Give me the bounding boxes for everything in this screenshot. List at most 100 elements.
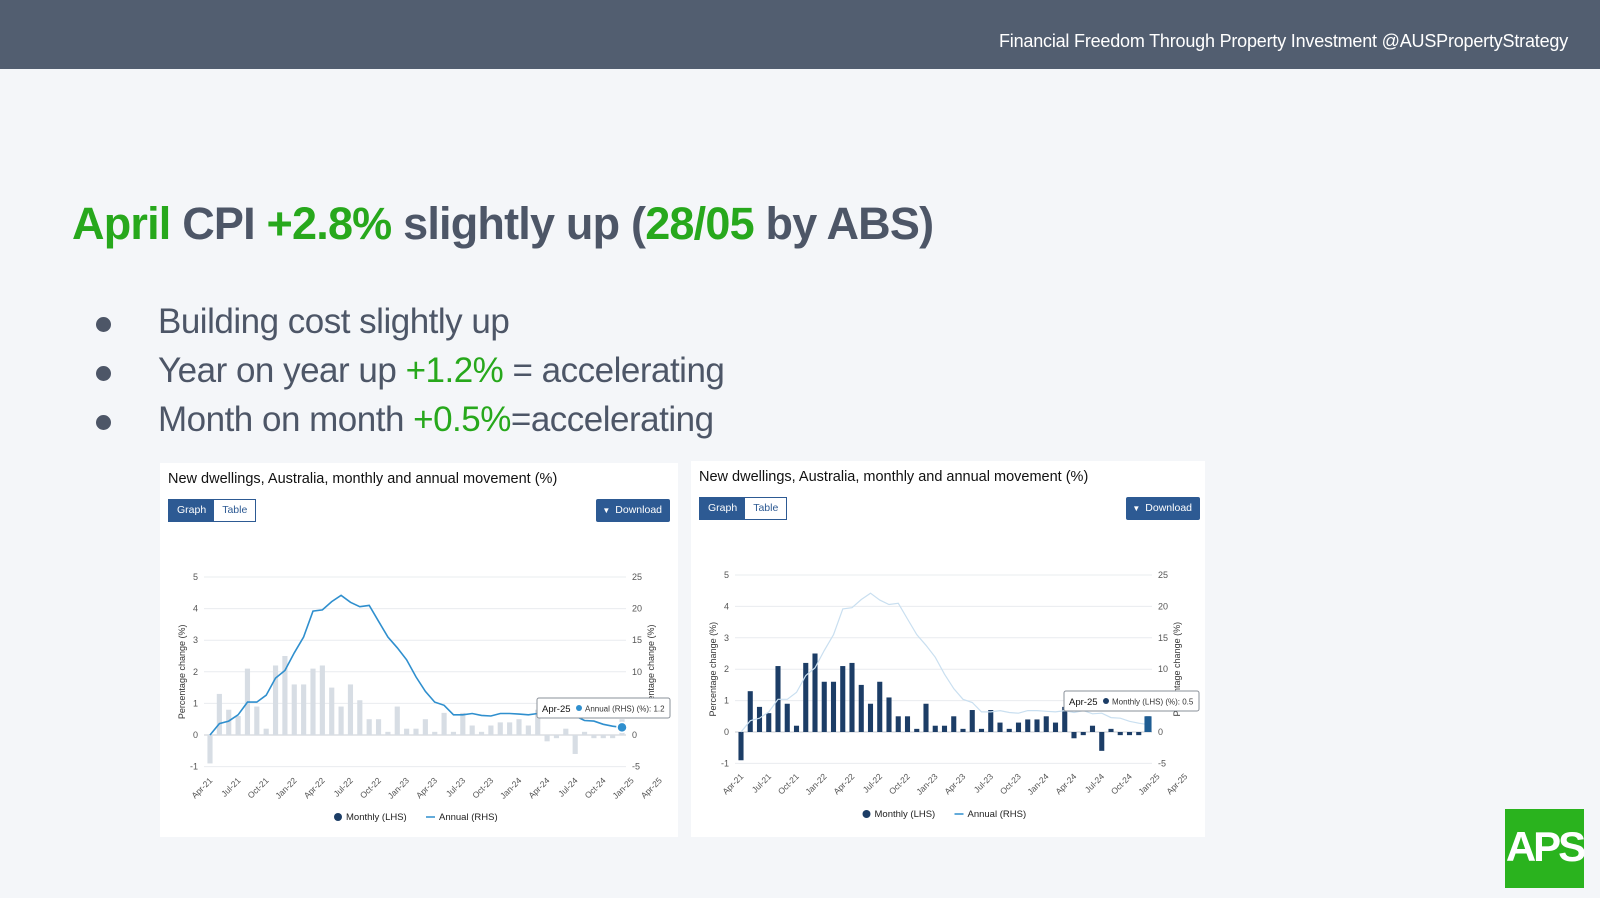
monthly-bar (1034, 719, 1040, 732)
x-tick-label: Apr-21 (720, 771, 745, 796)
x-tick-label: Apr-24 (526, 775, 551, 800)
headline-part: +2.8% (266, 198, 393, 249)
monthly-bar (951, 716, 957, 732)
tooltip-dot-icon (1103, 698, 1109, 704)
tab-graph[interactable]: Graph (169, 500, 215, 521)
monthly-bar (784, 703, 790, 732)
x-tick-label: Jan-25 (1136, 771, 1162, 797)
x-tick-label: Jul-24 (1083, 771, 1107, 795)
monthly-bar (830, 681, 837, 732)
y2-tick-label: 10 (632, 667, 642, 677)
monthly-bar (272, 665, 279, 735)
chart-monthly: -1-50015210315420525Percentage change (%… (708, 570, 1200, 820)
y2-tick-label: 0 (632, 730, 637, 740)
x-tick-label: Jul-21 (750, 771, 774, 795)
monthly-bar (923, 703, 929, 732)
x-tick-label: Oct-22 (358, 775, 383, 800)
x-tick-label: Apr-22 (831, 771, 856, 796)
chart-title: New dwellings, Australia, monthly and an… (699, 469, 1089, 485)
x-tick-label: Jan-24 (498, 775, 524, 801)
x-tick-label: Oct-24 (583, 775, 608, 800)
legend-monthly-icon (862, 810, 871, 818)
headline-part: slightly up ( (391, 198, 646, 249)
bullet-part: = accelerating (503, 351, 725, 390)
chevron-down-icon: ▼ (602, 506, 611, 515)
monthly-bar (988, 710, 994, 732)
download-button[interactable]: ▼ Download (1126, 497, 1200, 520)
legend-monthly-icon (334, 813, 342, 821)
tooltip-dot-icon (576, 705, 582, 711)
monthly-bar (914, 728, 920, 732)
tooltip-series: Annual (RHS) (%): 1.2 (585, 705, 665, 714)
y2-tick-label: 25 (632, 572, 642, 582)
aps-logo: APS (1505, 809, 1586, 888)
x-tick-label: Apr-22 (302, 775, 327, 800)
monthly-bar (422, 719, 428, 735)
y-tick-label: 4 (193, 604, 198, 614)
y-tick-label: 3 (724, 633, 729, 643)
x-tick-label: Apr-25 (639, 775, 664, 800)
headline-part: 28/05 (645, 198, 754, 249)
monthly-bar (1136, 732, 1142, 736)
monthly-bar (291, 684, 297, 735)
y-axis-label: Percentage change (%) (708, 622, 718, 717)
y2-axis-label: Percentage change (%) (646, 625, 656, 720)
view-toggle: Graph Table (699, 497, 788, 520)
y2-axis-label: Percentage change (%) (1172, 622, 1182, 717)
tab-table[interactable]: Table (745, 498, 787, 519)
x-tick-label: Apr-24 (1053, 771, 1078, 796)
y-tick-label: 2 (724, 664, 729, 674)
monthly-bar (488, 725, 494, 735)
monthly-bar (329, 687, 335, 735)
y-tick-label: 0 (193, 730, 198, 740)
x-tick-label: Apr-23 (942, 771, 967, 796)
monthly-bar (516, 719, 522, 735)
tooltip-value: 1.2 (653, 705, 665, 714)
x-tick-label: Oct-24 (1109, 771, 1134, 796)
monthly-bar (895, 716, 901, 732)
monthly-bar (338, 706, 344, 735)
x-tick-label: Jul-22 (861, 771, 885, 795)
y-axis-label: Percentage change (%) (177, 625, 187, 720)
bullet-dot-icon (96, 366, 111, 381)
y-tick-label: 4 (724, 601, 729, 611)
monthly-bar (812, 653, 818, 732)
monthly-bar (235, 716, 241, 735)
monthly-bar (207, 735, 213, 764)
monthly-bar (858, 684, 864, 732)
y2-tick-label: 0 (1158, 727, 1163, 737)
monthly-bar (525, 725, 531, 735)
monthly-bar (563, 728, 569, 735)
monthly-bar (478, 731, 485, 735)
monthly-bar (1015, 722, 1022, 732)
header-bar: Financial Freedom Through Property Inves… (0, 0, 1600, 69)
monthly-bar (1025, 719, 1031, 732)
x-tick-label: Jan-25 (610, 775, 636, 801)
bullet-part: Month on month (158, 400, 414, 439)
monthly-bar (375, 719, 382, 735)
x-tick-label: Jul-24 (556, 775, 580, 799)
monthly-bar (282, 656, 288, 735)
y-tick-label: 0 (724, 727, 729, 737)
headline-part: April (72, 198, 171, 249)
monthly-bar (960, 728, 966, 732)
download-button[interactable]: ▼ Download (596, 499, 670, 522)
monthly-bar-highlight (1144, 716, 1152, 732)
bullet-highlight: +0.5% (413, 400, 511, 439)
monthly-bar (254, 706, 260, 735)
monthly-bar (301, 684, 307, 735)
tab-graph[interactable]: Graph (700, 498, 746, 519)
x-tick-label: Jul-23 (444, 775, 468, 799)
monthly-bar (1089, 725, 1096, 732)
headline-part: by ABS) (753, 198, 935, 249)
x-tick-label: Apr-25 (1164, 771, 1189, 796)
monthly-bar (600, 735, 606, 739)
monthly-bar (1043, 716, 1049, 732)
monthly-bar (366, 719, 372, 735)
tab-table[interactable]: Table (214, 500, 256, 521)
monthly-bar (544, 735, 550, 742)
y2-tick-label: 20 (632, 604, 642, 614)
monthly-bar (1080, 732, 1086, 736)
y2-tick-label: 25 (1158, 570, 1168, 580)
tooltip-date: Apr-25 (542, 704, 571, 715)
